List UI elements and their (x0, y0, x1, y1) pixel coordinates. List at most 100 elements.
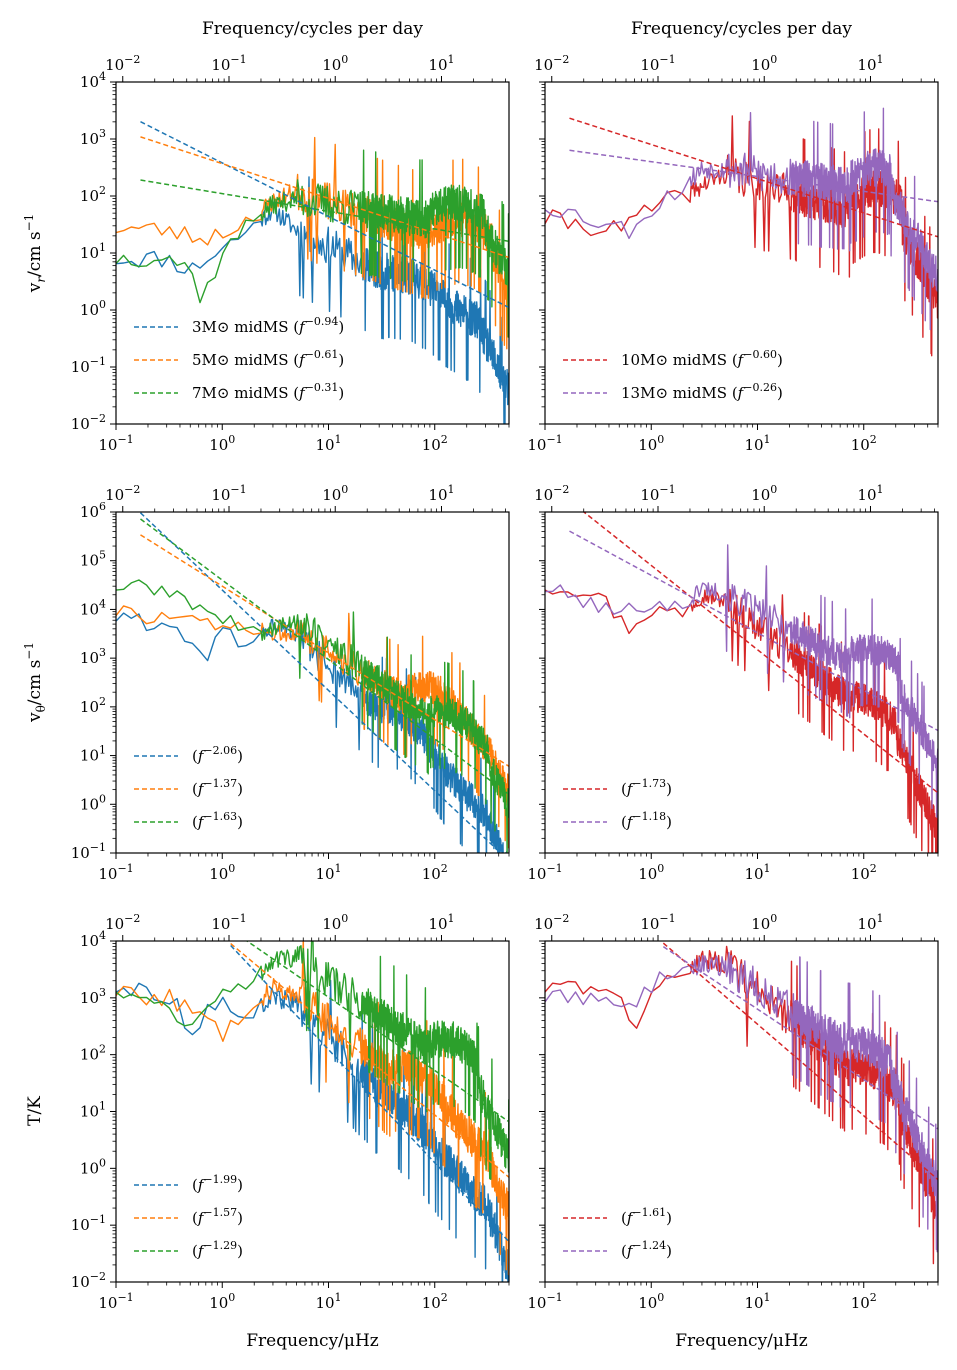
top-tick-label-base: 10 (322, 915, 341, 933)
plot-area (116, 941, 509, 1282)
top-tick-label: 101 (857, 53, 883, 74)
x-tick-label-exp: −1 (117, 1291, 133, 1304)
y-label-unit: /cm s (25, 660, 45, 706)
legend-label: (f−1.24) (621, 1239, 672, 1260)
legend-name: 7M⊙ midMS (192, 384, 293, 402)
x-tick-label: 10−1 (527, 862, 562, 883)
y-tick-label-base: 10 (80, 698, 99, 716)
x-tick-label: 100 (209, 862, 235, 883)
y-tick-label-exp: −1 (90, 355, 106, 368)
top-tick-label-base: 10 (640, 915, 659, 933)
legend-exponent: −0.31 (305, 381, 339, 394)
top-tick-label-base: 10 (534, 915, 553, 933)
y-tick-label-base: 10 (80, 301, 99, 319)
top-tick-label-exp: 1 (448, 912, 455, 925)
legend-entry: 13M⊙ midMS (f−0.26) (563, 381, 783, 402)
x-tick-label: 101 (315, 1291, 341, 1312)
legend-exponent: −0.94 (305, 315, 339, 328)
y-label-sup: −1 (22, 642, 36, 660)
y-tick-label: 104 (80, 929, 106, 950)
series-line-2 (116, 149, 509, 338)
top-tick-label-exp: 0 (770, 53, 777, 66)
legend-label: 10M⊙ midMS (f−0.60) (621, 348, 783, 369)
y-label-sub: θ (34, 705, 48, 712)
y-label-unit: /cm s (25, 231, 45, 277)
legend-name: 5M⊙ midMS (192, 351, 293, 369)
legend-label: (f−1.57) (192, 1206, 243, 1227)
top-tick-label: 10−1 (211, 53, 246, 74)
x-tick-label: 102 (422, 862, 448, 883)
y-label-main: v (25, 712, 45, 723)
series-line-2 (116, 941, 509, 1180)
x-tick-label-exp: 1 (764, 862, 771, 875)
x-tick-label: 102 (422, 433, 448, 454)
fit-line-2 (245, 941, 509, 1123)
x-tick-label-exp: −1 (546, 1291, 562, 1304)
series-line-1 (545, 544, 938, 818)
y-tick-label-exp: −1 (90, 1213, 106, 1226)
top-tick-label: 10−2 (105, 53, 140, 74)
top-tick-label-base: 10 (211, 56, 230, 74)
x-tick-label: 100 (638, 433, 664, 454)
x-tick-label-base: 10 (638, 865, 657, 883)
bottom-axis-label: Frequency/μHz (246, 1331, 379, 1351)
series-line-1 (116, 941, 509, 1276)
top-tick-label-base: 10 (534, 486, 553, 504)
x-tick-label-base: 10 (851, 436, 870, 454)
y-tick-label-base: 10 (80, 747, 99, 765)
y-tick-label-exp: 0 (99, 298, 106, 311)
y-tick-label-base: 10 (80, 1159, 99, 1177)
legend-exponent: −1.73 (632, 777, 666, 790)
legend-entry: 5M⊙ midMS (f−0.61) (134, 348, 344, 369)
top-tick-label-exp: −1 (230, 53, 246, 66)
legend-entry: (f−1.73) (563, 777, 672, 798)
y-tick-label-exp: 4 (99, 929, 106, 942)
y-tick-label-base: 10 (80, 1103, 99, 1121)
axes-frame (115, 511, 510, 854)
legend-exponent: −2.06 (203, 744, 237, 757)
y-tick-label: 100 (80, 792, 106, 813)
x-tick-label: 102 (851, 862, 877, 883)
legend-entry: (f−1.61) (563, 1206, 672, 1227)
legend-label: (f−1.37) (192, 777, 243, 798)
x-tick-label-base: 10 (744, 1294, 763, 1312)
legend-entry: (f−1.29) (134, 1239, 243, 1260)
fit-line-0 (230, 944, 509, 1243)
y-tick-label-exp: 4 (99, 597, 106, 610)
top-tick-label-exp: 1 (448, 53, 455, 66)
top-tick-label-exp: −2 (124, 53, 140, 66)
top-axis-label: Frequency/cycles per day (202, 19, 423, 39)
x-tick-label-exp: 0 (228, 433, 235, 446)
y-tick-label-base: 10 (80, 187, 99, 205)
x-tick-label-base: 10 (315, 436, 334, 454)
x-tick-label: 10−1 (98, 862, 133, 883)
top-tick-label: 10−2 (534, 912, 569, 933)
legend-entry: 3M⊙ midMS (f−0.94) (134, 315, 344, 336)
y-tick-label-base: 10 (80, 503, 99, 521)
y-tick-label: 100 (80, 1156, 106, 1177)
y-tick-label: 100 (80, 298, 106, 319)
legend-exponent: −0.60 (743, 348, 777, 361)
top-tick-label-base: 10 (751, 486, 770, 504)
fit-line-2 (140, 179, 509, 243)
x-tick-label: 10−1 (98, 433, 133, 454)
x-tick-label: 101 (744, 1291, 770, 1312)
y-tick-label: 103 (80, 127, 106, 148)
bottom-axis-label: Frequency/μHz (675, 1331, 808, 1351)
x-tick-label: 10−1 (527, 1291, 562, 1312)
fit-line-1 (569, 149, 938, 203)
legend-entry: (f−2.06) (134, 744, 243, 765)
y-tick-label-exp: −2 (90, 1270, 106, 1283)
legend-exponent: −1.24 (632, 1239, 666, 1252)
y-tick-label: 10−2 (71, 412, 106, 433)
x-tick-label-base: 10 (98, 1294, 117, 1312)
x-tick-label-base: 10 (209, 1294, 228, 1312)
series-line-2 (116, 579, 509, 853)
top-tick-label: 100 (751, 53, 777, 74)
x-tick-label-exp: 2 (441, 1291, 448, 1304)
legend-label: 7M⊙ midMS (f−0.31) (192, 381, 344, 402)
y-tick-label: 101 (80, 241, 106, 262)
fit-line-1 (569, 530, 938, 732)
y-tick-label-exp: 3 (99, 646, 106, 659)
top-tick-label: 10−2 (105, 912, 140, 933)
